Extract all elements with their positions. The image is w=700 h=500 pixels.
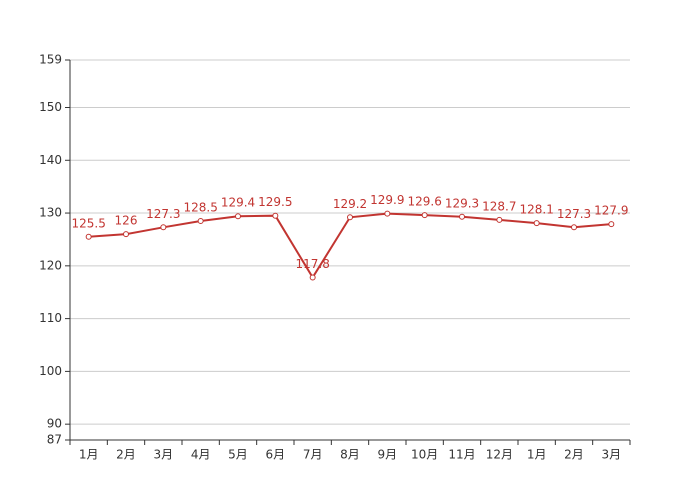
x-tick-label: 11月 bbox=[448, 448, 475, 462]
value-label: 126 bbox=[115, 214, 138, 228]
y-tick-label: 110 bbox=[39, 311, 62, 325]
x-tick-label: 6月 bbox=[266, 448, 286, 462]
value-label: 127.9 bbox=[594, 204, 628, 218]
y-tick-label: 140 bbox=[39, 153, 62, 167]
point bbox=[496, 216, 503, 223]
y-tick-label: 159 bbox=[39, 53, 62, 67]
point bbox=[608, 221, 615, 228]
point bbox=[272, 212, 279, 219]
x-tick-label: 9月 bbox=[378, 448, 398, 462]
x-tick-label: 12月 bbox=[486, 448, 513, 462]
y-tick-label: 120 bbox=[39, 258, 62, 272]
x-tick-label: 3月 bbox=[602, 448, 622, 462]
x-tick-label: 1月 bbox=[527, 448, 547, 462]
point bbox=[160, 224, 167, 231]
point bbox=[309, 274, 316, 281]
y-tick-label: 100 bbox=[39, 364, 62, 378]
value-label: 129.5 bbox=[258, 195, 292, 209]
point bbox=[533, 220, 540, 227]
x-tick-label: 1月 bbox=[79, 448, 99, 462]
x-tick-label: 10月 bbox=[411, 448, 438, 462]
y-tick-label: 90 bbox=[47, 417, 62, 431]
x-tick-label: 2月 bbox=[564, 448, 584, 462]
point bbox=[459, 213, 465, 220]
value-label: 125.5 bbox=[71, 216, 105, 230]
x-tick-label: 4月 bbox=[191, 448, 211, 462]
point bbox=[197, 217, 204, 224]
value-label: 128.1 bbox=[519, 203, 553, 217]
y-tick-label: 87 bbox=[47, 433, 62, 447]
value-label: 117.8 bbox=[295, 257, 329, 271]
x-tick-label: 2月 bbox=[116, 448, 136, 462]
point bbox=[85, 233, 92, 240]
x-tick-label: 8月 bbox=[340, 448, 360, 462]
line bbox=[88, 212, 612, 280]
point bbox=[421, 212, 428, 219]
value-label: 129.3 bbox=[445, 196, 479, 210]
x-tick-label: 3月 bbox=[154, 448, 174, 462]
value-label: 127.3 bbox=[557, 207, 591, 221]
value-label: 127.3 bbox=[146, 207, 180, 221]
point bbox=[384, 210, 391, 217]
y-tick-label: 130 bbox=[39, 206, 62, 220]
value-label: 128.7 bbox=[482, 199, 516, 213]
x-tick-label: 7月 bbox=[303, 448, 323, 462]
x-tick-label: 5月 bbox=[228, 448, 248, 462]
y-tick-label: 150 bbox=[39, 100, 62, 114]
point bbox=[347, 214, 353, 221]
value-label: 129.4 bbox=[221, 196, 255, 210]
value-label: 128.5 bbox=[183, 200, 217, 214]
value-label: 129.6 bbox=[407, 195, 441, 209]
point bbox=[235, 213, 241, 220]
point bbox=[571, 224, 577, 231]
point bbox=[123, 231, 129, 238]
value-label: 129.2 bbox=[333, 197, 367, 211]
value-label: 129.9 bbox=[370, 193, 404, 207]
